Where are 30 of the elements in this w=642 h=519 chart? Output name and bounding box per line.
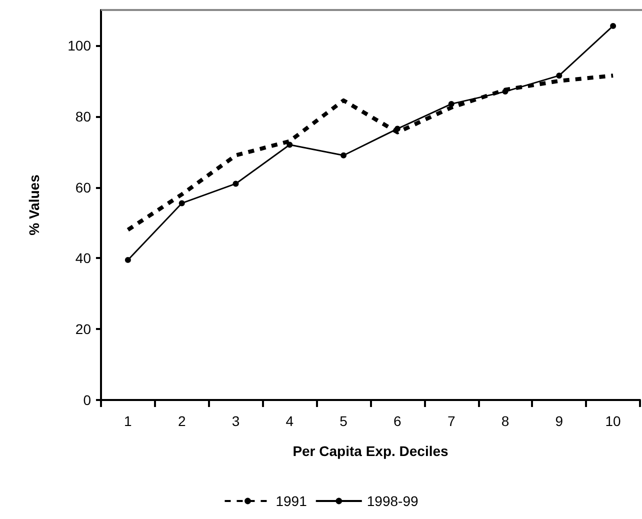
x-tick-label: 6 <box>394 413 402 429</box>
x-tick-label: 1 <box>124 413 132 429</box>
x-tick-label: 2 <box>178 413 186 429</box>
point <box>610 22 616 29</box>
legend-label: 1998-99 <box>366 493 418 509</box>
x-tick-label: 9 <box>555 413 564 429</box>
x-tick-label: 4 <box>286 413 294 429</box>
x-tick-label: 3 <box>232 413 240 429</box>
x-tick-label: 10 <box>605 413 622 429</box>
point <box>448 100 454 107</box>
y-tick-label: 40 <box>75 250 92 266</box>
point <box>340 152 347 158</box>
y-tick-label: 80 <box>75 108 92 124</box>
y-tick-label: 20 <box>75 321 92 338</box>
point <box>502 88 508 95</box>
y-tick-label: 0 <box>83 392 92 408</box>
x-tick-label: 7 <box>447 413 456 429</box>
y-tick-label: 100 <box>68 37 92 54</box>
y-tick-label: 60 <box>75 179 92 196</box>
legend-label: 1991 <box>276 493 308 509</box>
point <box>394 126 400 132</box>
point <box>124 256 131 263</box>
point <box>178 200 185 206</box>
point <box>556 72 562 79</box>
point <box>286 142 293 148</box>
y-axis-title: % Values <box>26 174 42 236</box>
x-axis-title: Per Capita Exp. Deciles <box>292 443 449 459</box>
x-tick-label: 8 <box>501 413 510 429</box>
point <box>232 180 239 187</box>
x-tick-label: 5 <box>340 413 348 429</box>
